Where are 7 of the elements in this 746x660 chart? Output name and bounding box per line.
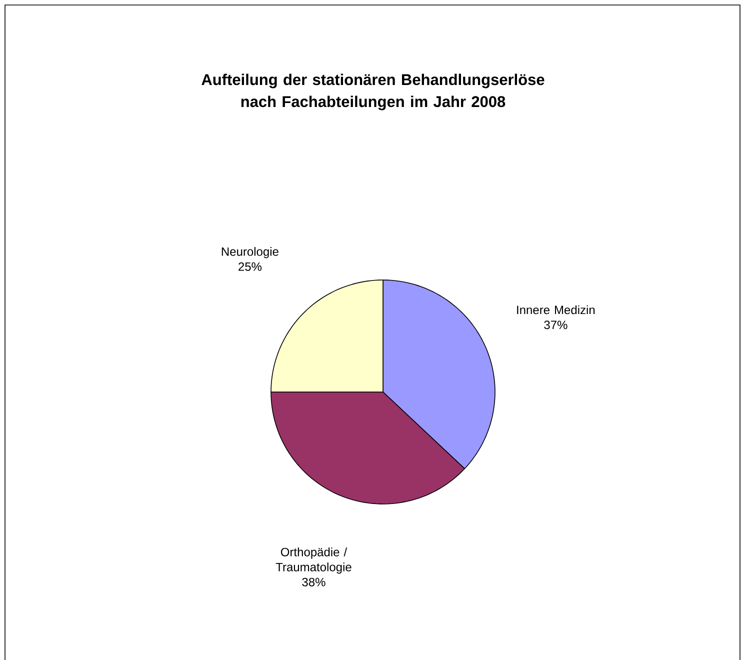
data-label: 25% [238, 262, 262, 271]
slice-label: Innere Medizin [517, 305, 595, 314]
slice-label: Orthopädie / Traumatologie [276, 547, 352, 574]
data-label: 37% [544, 320, 568, 329]
chart-title: Aufteilung der stationären Behandlungserlöse nach Fachabteilungen im Jahr 2008 [202, 74, 544, 110]
data-label: 38% [302, 578, 326, 586]
slice-label: Neurologie [222, 246, 278, 258]
